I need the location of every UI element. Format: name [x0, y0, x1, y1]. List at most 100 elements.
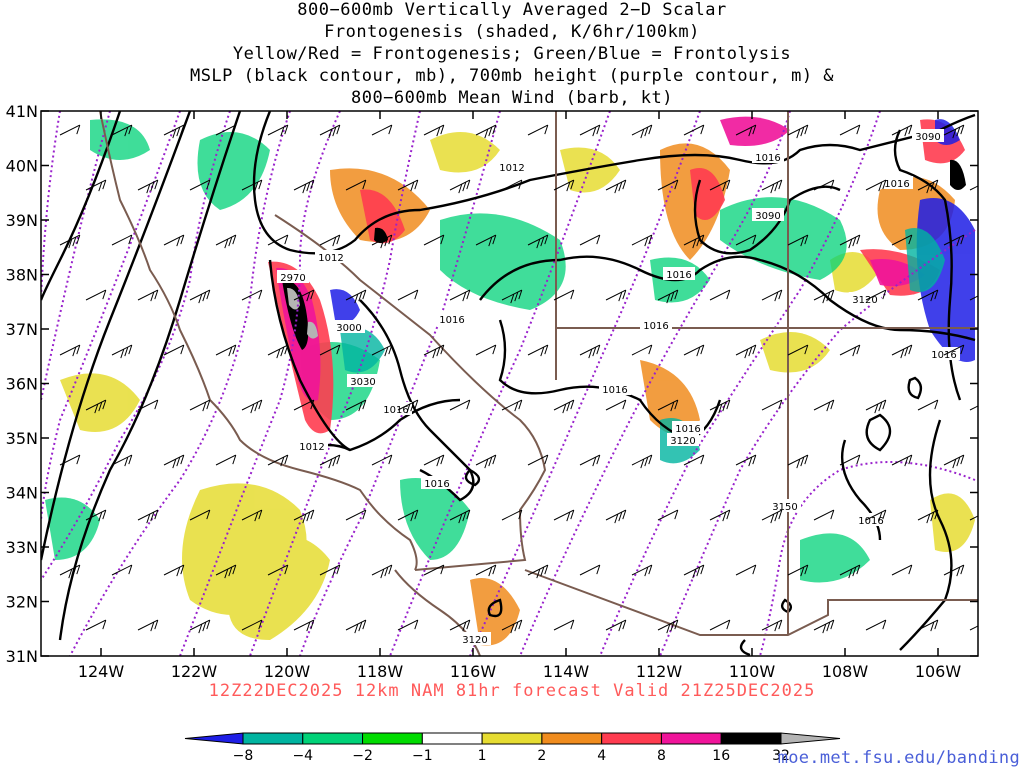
wind-barb	[917, 509, 939, 524]
wind-barb	[137, 619, 159, 632]
wind-barb	[267, 234, 289, 246]
longitude-label: 112W	[636, 662, 683, 681]
wind-barb	[371, 234, 393, 249]
wind-barb	[657, 289, 679, 304]
wind-barb	[631, 344, 653, 356]
wind-barb	[111, 344, 133, 359]
wind-barb	[189, 619, 211, 634]
wind-barb	[215, 124, 237, 136]
longitude-label: 114W	[543, 662, 590, 681]
wind-barb	[683, 234, 705, 249]
wind-barb	[865, 619, 887, 631]
title-line-4: MSLP (black contour, mb), 700mb height (…	[189, 66, 835, 86]
colorbar-swatch	[242, 732, 304, 745]
wind-barb	[917, 289, 939, 302]
wind-barb	[293, 509, 315, 524]
wind-barb	[345, 179, 367, 191]
wind-barb	[449, 179, 471, 194]
wind-barb	[683, 564, 705, 579]
mslp-label: 1012	[318, 253, 343, 264]
latitude-label: 33N	[6, 538, 38, 557]
wind-barb	[293, 179, 315, 194]
frontolysis-fill	[45, 119, 870, 583]
frontogenesis-weak-fill	[60, 132, 975, 640]
wind-barb	[397, 509, 419, 522]
wind-barb	[579, 564, 601, 576]
forecast-valid-text: 12Z22DEC2025 12km NAM 81hr forecast Vali…	[208, 681, 816, 701]
wind-barb	[501, 509, 523, 521]
longitude-label: 116W	[450, 662, 497, 681]
wind-barb	[319, 124, 341, 139]
wind-barb	[449, 509, 471, 524]
wind-barb	[579, 234, 601, 246]
wind-barb	[527, 564, 549, 579]
colorbar-swatch	[421, 732, 483, 745]
wind-barb	[59, 564, 81, 579]
wind-barb	[813, 399, 835, 412]
wind-barb	[683, 454, 705, 466]
wind-barb	[241, 179, 263, 192]
colorbar-label: 8	[657, 748, 666, 764]
longitude-label: 120W	[264, 662, 311, 681]
wind-barb	[553, 179, 575, 192]
wind-barb	[553, 619, 575, 631]
wind-barb	[657, 399, 679, 412]
wind-barb	[683, 344, 705, 357]
wind-barb	[397, 179, 419, 192]
wind-barb	[85, 619, 107, 631]
wind-barb	[111, 124, 133, 137]
wind-barb	[267, 124, 289, 137]
wind-barb	[969, 405, 978, 411]
wind-barb	[85, 399, 107, 414]
wind-barb	[735, 124, 757, 137]
wind-barb	[371, 564, 393, 579]
height-label: 3090	[755, 211, 780, 222]
wind-barb	[657, 509, 679, 521]
latitude-label: 40N	[6, 157, 38, 176]
wind-barb	[137, 509, 159, 524]
wind-barb	[657, 179, 679, 191]
wind-barb	[293, 289, 315, 302]
wind-barb	[59, 124, 81, 136]
colorbar-label: 4	[597, 748, 606, 764]
longitude-label: 124W	[78, 662, 125, 681]
latitude-labels: 41N 40N 39N 38N 37N 36N 35N 34N 33N 32N 31N	[6, 102, 38, 666]
wind-barb	[475, 234, 497, 247]
wind-barb	[215, 454, 237, 466]
wind-barb	[839, 454, 861, 466]
height-label: 2970	[280, 273, 305, 284]
wind-barb	[839, 124, 861, 136]
height-label: 3090	[915, 132, 940, 143]
height-label: 3030	[350, 377, 375, 388]
wind-barb	[709, 179, 731, 192]
wind-barb	[423, 124, 445, 137]
colorbar-swatch	[541, 732, 603, 745]
wind-barb	[423, 454, 445, 467]
wind-barb	[423, 234, 445, 246]
mslp-label: 1016	[424, 479, 449, 490]
colorbar-label: −1	[412, 748, 433, 764]
colorbar-label: 16	[712, 748, 730, 764]
mslp-label: 1012	[499, 163, 524, 174]
wind-barb	[345, 619, 367, 634]
wind-barb	[891, 454, 913, 467]
wind-barb	[683, 124, 705, 136]
wind-barb	[735, 454, 757, 467]
wind-barb	[969, 625, 978, 631]
longitude-labels: 124W 122W 120W 118W 116W 114W 112W 110W 108W 106W	[78, 662, 962, 681]
colorbar-swatch	[601, 732, 662, 745]
wind-barb	[865, 179, 887, 192]
wind-barb	[709, 619, 731, 631]
wind-barb	[137, 179, 159, 194]
wind-barb	[345, 399, 367, 412]
longitude-label: 118W	[357, 662, 404, 681]
wind-barb	[163, 564, 185, 577]
colorbar-max-arrow	[780, 732, 841, 745]
latitude-label: 34N	[6, 484, 38, 503]
wind-barb	[761, 619, 783, 632]
wind-barb	[215, 344, 237, 357]
wind-barb	[761, 509, 783, 524]
wind-barb	[943, 234, 965, 247]
wind-barb	[319, 454, 341, 469]
wind-barb	[137, 399, 159, 411]
